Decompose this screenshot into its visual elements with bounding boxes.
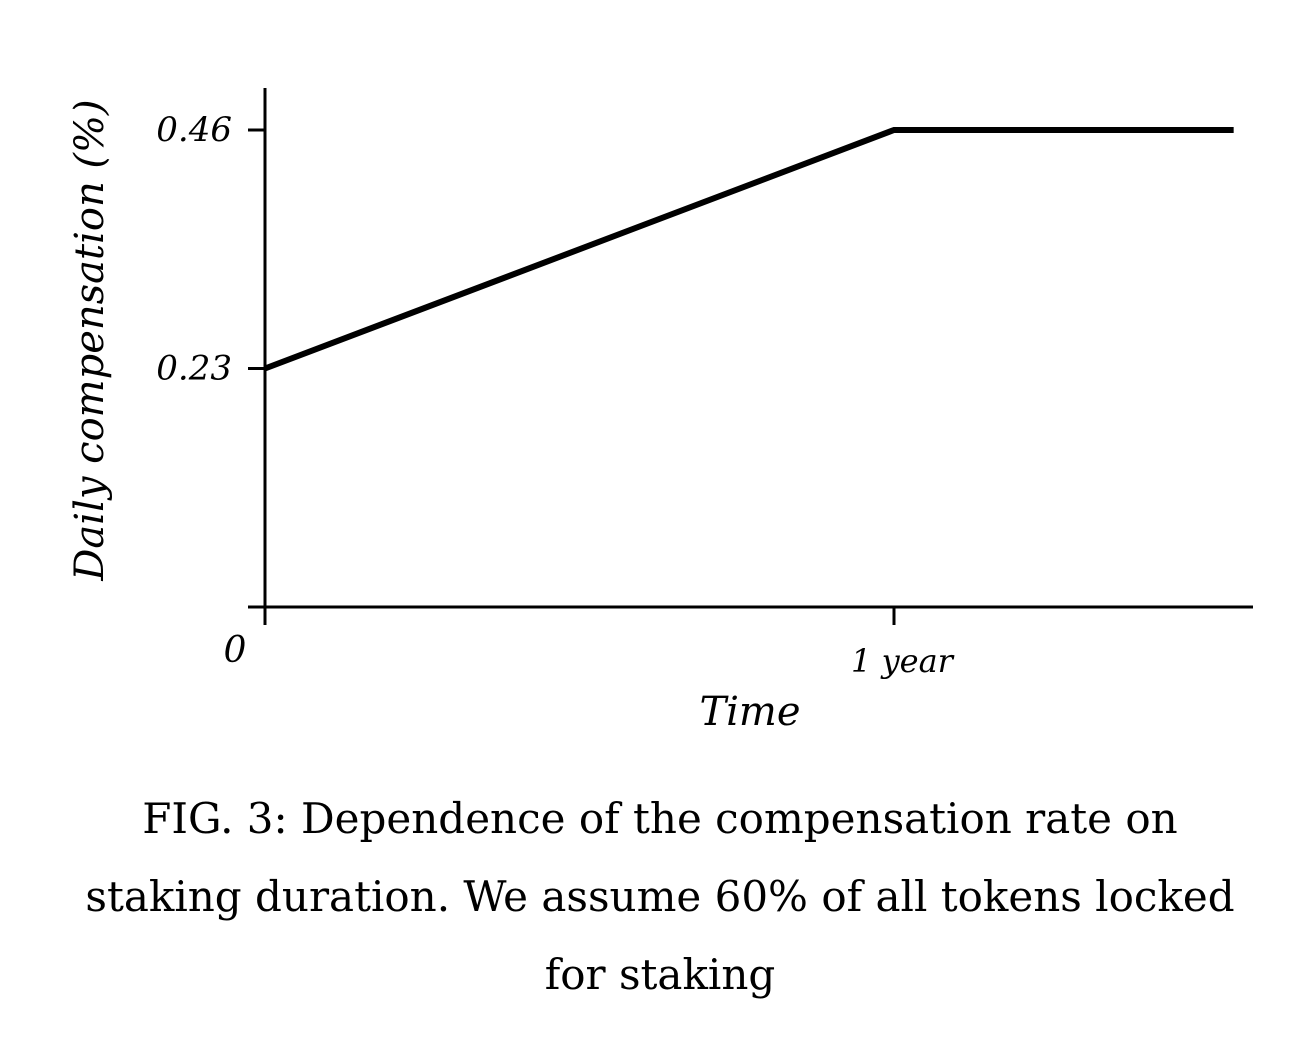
y-tick-label: 0.46 [156, 110, 232, 150]
series-layer [263, 127, 1234, 372]
x-axis-title: Time [699, 689, 800, 735]
y-axis-title: Daily compensation (%) [67, 99, 113, 581]
figure-caption: FIG. 3: Dependence of the compensation r… [85, 794, 1235, 999]
x-tick-label: 0 [224, 630, 247, 671]
x-tick-label: 1 year [851, 642, 955, 680]
ticks: 0.23 0.46 0 1 year [156, 110, 954, 680]
y-tick-label: 0.23 [156, 349, 232, 389]
axes [248, 88, 1253, 609]
line-chart: 0.23 0.46 0 1 year Time Daily compensation … [67, 88, 1253, 735]
compensation-line [263, 127, 1234, 372]
